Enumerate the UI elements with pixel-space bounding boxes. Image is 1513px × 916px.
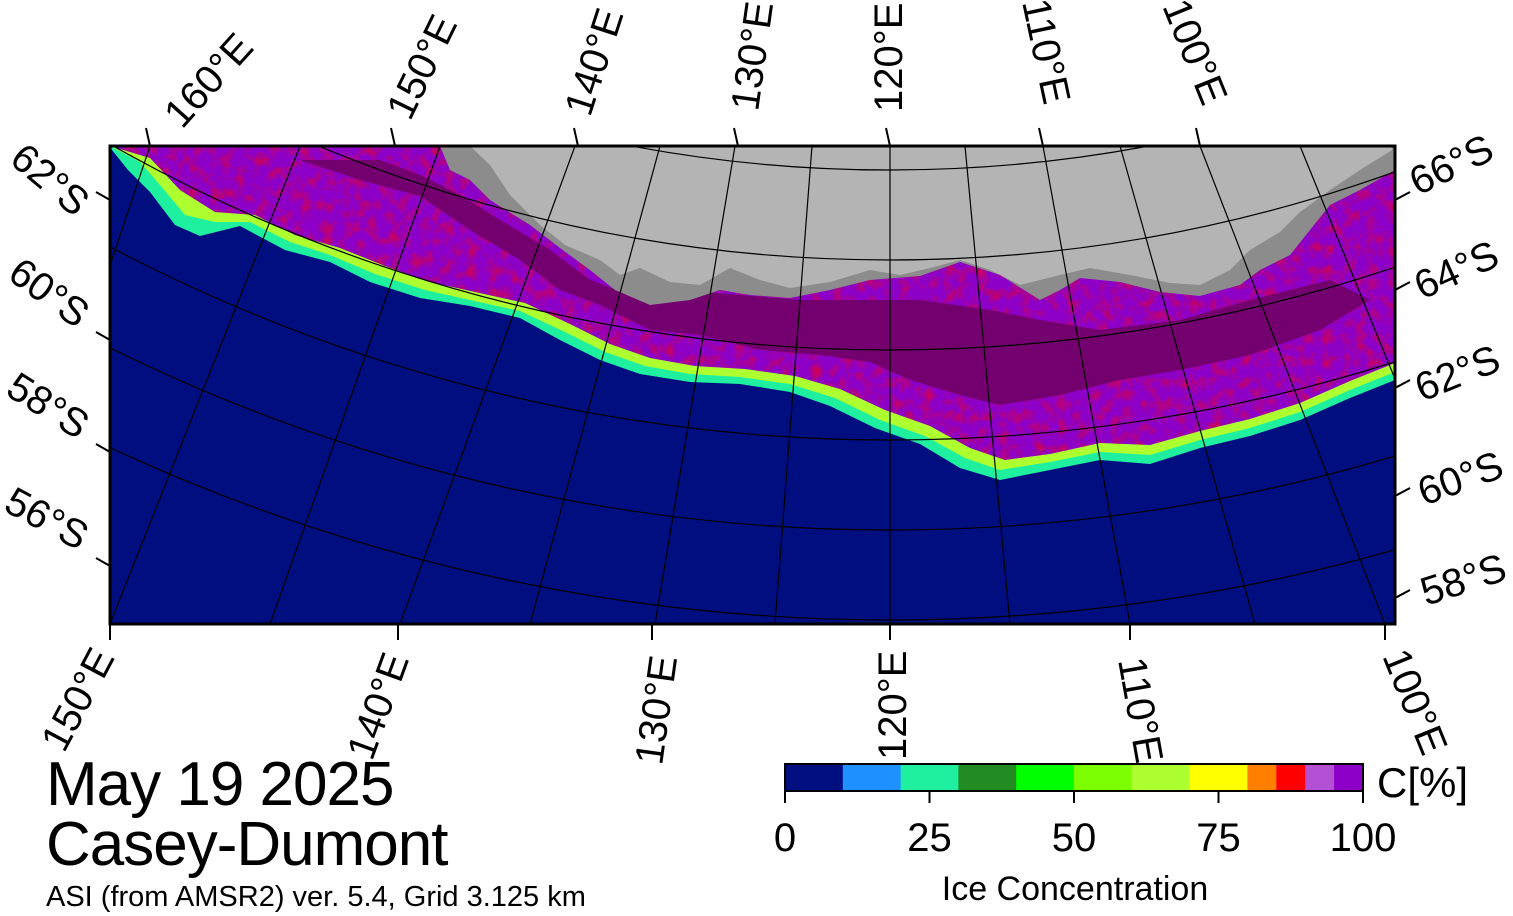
top-lon-label: 100°E: [1154, 0, 1236, 111]
colorbar-tick-label: 100: [1330, 816, 1397, 860]
frame-tick-top: [145, 127, 151, 147]
bottom-lon-label: 120°E: [871, 651, 915, 760]
graticule-meridian: [529, 146, 661, 624]
left-lat-label: 60°S: [1, 250, 97, 337]
colorbar-bin: [900, 764, 959, 791]
top-lon-label: 160°E: [156, 25, 262, 136]
colorbar-bin: [785, 764, 844, 791]
frame-tick-left: [95, 331, 111, 341]
bottom-lon-label: 110°E: [1109, 654, 1171, 766]
graticule-meridian: [399, 146, 576, 624]
graticule-meridian: [1299, 146, 1395, 381]
ice-core-dense: [300, 160, 1370, 405]
colorbar-bin: [958, 764, 1017, 791]
frame-tick-left: [95, 557, 111, 567]
left-latitude-labels: 62°S 60°S 58°S 56°S: [0, 135, 97, 559]
left-lat-label: 58°S: [0, 364, 96, 448]
top-lon-label: 120°E: [867, 3, 911, 112]
frame-tick-left: [95, 443, 111, 453]
frame-tick-top: [885, 127, 891, 147]
left-lat-label: 62°S: [2, 135, 97, 225]
graticule-meridian: [1042, 146, 1131, 624]
colorbar-bin: [1189, 764, 1248, 791]
colorbar-bin: [1016, 764, 1075, 791]
frame-tick-top: [733, 127, 739, 147]
colorbar-tick-label: 75: [1196, 816, 1241, 860]
graticule-meridian: [110, 146, 151, 268]
right-lat-label: 66°S: [1403, 126, 1501, 204]
left-lat-label: 56°S: [0, 479, 95, 559]
frame-tick-right: [1394, 191, 1411, 201]
graticule-meridian: [964, 146, 1011, 624]
graticule-meridian: [1119, 146, 1256, 624]
source-label: ASI (from AMSR2) ver. 5.4, Grid 3.125 km: [46, 881, 586, 913]
graticule-lines: [110, 146, 1395, 624]
colorbar-title: Ice Concentration: [942, 870, 1209, 908]
frame-tick-top: [1195, 127, 1201, 147]
bottom-lon-label: 100°E: [1374, 643, 1456, 761]
top-lon-label: 130°E: [723, 0, 782, 113]
bottom-lon-label: 150°E: [33, 641, 123, 758]
top-lon-label: 110°E: [1013, 0, 1078, 108]
graticule-meridian: [1199, 146, 1386, 624]
colorbar-bin: [1074, 764, 1133, 791]
top-lon-label: 150°E: [379, 8, 467, 126]
frame-tick-right: [1394, 589, 1411, 599]
right-lat-label: 60°S: [1412, 443, 1509, 514]
right-lat-label: 64°S: [1408, 233, 1506, 309]
region-label: Casey-Dumont: [46, 810, 448, 879]
colorbar-bin: [1131, 764, 1191, 791]
top-lon-label: 140°E: [557, 3, 633, 121]
colorbar-bin: [1305, 764, 1335, 791]
colorbar-tick-label: 0: [774, 816, 796, 860]
colorbar-tick-label: 25: [907, 816, 952, 860]
frame-tick-top: [390, 127, 396, 147]
colorbar-bins: [785, 764, 1364, 791]
antarctic-land: [470, 146, 1392, 288]
bottom-lon-label: 130°E: [627, 653, 686, 767]
frame-tick-left: [95, 191, 111, 201]
colorbar-bin: [1247, 764, 1277, 791]
graticule-meridian: [774, 146, 813, 624]
bottom-longitude-labels: 150°E 140°E 130°E 120°E 110°E 100°E: [33, 641, 1455, 767]
right-latitude-labels: 66°S 64°S 62°S 60°S 58°S: [1403, 126, 1512, 614]
frame-tick-right: [1394, 487, 1411, 497]
bottom-lon-label: 140°E: [339, 647, 418, 765]
frame-tick-top: [573, 127, 579, 147]
colorbar-bin: [1276, 764, 1306, 791]
graticule-meridian: [110, 146, 301, 624]
top-longitude-labels: 160°E 150°E 140°E 130°E 120°E 110°E 100°…: [156, 0, 1235, 136]
ice-concentration-colorbar: 0 25 50 75 100 C[%] Ice Concentration: [774, 759, 1468, 908]
colorbar-tick-label: 50: [1052, 816, 1097, 860]
colorbar-ticks: 0 25 50 75 100: [774, 791, 1397, 860]
date-label: May 19 2025: [46, 750, 394, 819]
frame-tick-right: [1394, 379, 1411, 389]
map-area: [110, 146, 1395, 624]
right-lat-label: 58°S: [1415, 546, 1512, 615]
colorbar-bin: [842, 764, 902, 791]
frame-tick-marks: [95, 127, 1411, 640]
frame-tick-right: [1394, 281, 1411, 291]
frame-tick-top: [1038, 127, 1044, 147]
colorbar-unit-label: C[%]: [1377, 759, 1468, 806]
right-lat-label: 62°S: [1409, 337, 1506, 410]
graticule-meridian: [269, 146, 441, 624]
map-frame: [108, 144, 1397, 626]
colorbar-bin: [1334, 764, 1364, 791]
graticule-meridian: [654, 146, 736, 624]
